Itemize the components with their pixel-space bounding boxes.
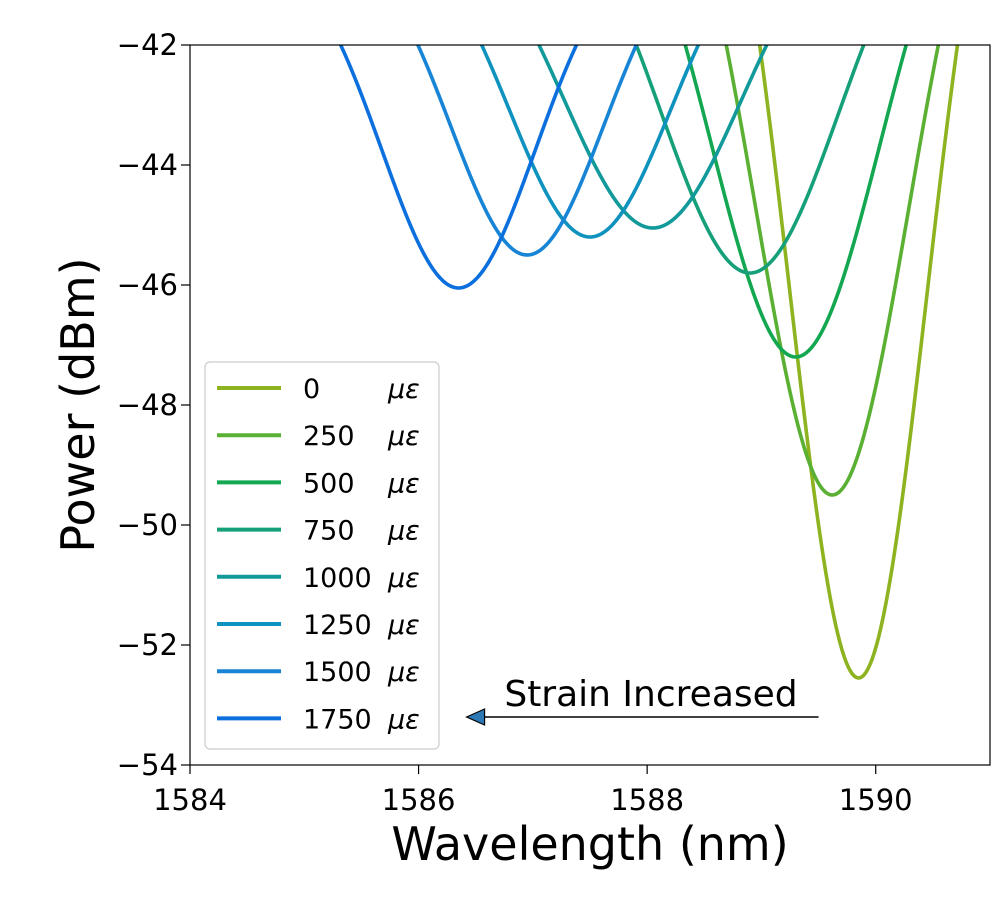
y-axis-title: Power (dBm): [51, 257, 105, 552]
y-tick-label: −50: [117, 508, 178, 542]
legend-unit: με: [387, 374, 420, 405]
series-line-1250: [479, 45, 701, 239]
series-layer: [338, 45, 960, 680]
series-line-750: [634, 45, 866, 275]
series-line-1500: [415, 45, 639, 257]
y-tick-label: −54: [117, 748, 178, 782]
x-axis: 1584 1586 1588 1590: [153, 765, 913, 817]
legend-unit: με: [387, 563, 420, 594]
legend: 0 με 250 με 500 με 750 με 1000 με 1250 με 1500 με 1750…: [204, 361, 440, 750]
x-tick-label: 1586: [382, 783, 456, 817]
annotation: Strain Increased: [465, 674, 819, 726]
x-axis-title: Wavelength (nm): [391, 817, 788, 871]
y-tick-label: −42: [117, 28, 178, 62]
x-tick-label: 1588: [610, 783, 684, 817]
x-tick-label: 1584: [153, 783, 227, 817]
legend-unit: με: [387, 421, 420, 452]
legend-unit: με: [387, 657, 420, 688]
series-line-1000: [537, 45, 769, 230]
annotation-text: Strain Increased: [504, 674, 797, 715]
legend-label: 500: [303, 468, 355, 499]
legend-label: 0: [303, 374, 320, 405]
legend-label: 250: [303, 421, 355, 452]
legend-unit: με: [387, 516, 420, 547]
legend-label: 1000: [303, 563, 372, 594]
legend-label: 1500: [303, 657, 372, 688]
y-tick-label: −46: [117, 268, 178, 302]
y-tick-label: −44: [117, 148, 178, 182]
legend-unit: με: [387, 468, 420, 499]
annotation-arrow-head: [465, 708, 486, 726]
x-tick-label: 1590: [839, 783, 913, 817]
series-line-250: [724, 45, 941, 497]
legend-label: 1250: [303, 610, 372, 641]
series-line-0: [757, 45, 960, 680]
legend-box: [204, 361, 440, 750]
y-tick-label: −52: [117, 628, 178, 662]
series-line-500: [683, 45, 909, 359]
legend-unit: με: [387, 610, 420, 641]
legend-label: 1750: [303, 704, 372, 735]
legend-unit: με: [387, 704, 420, 735]
legend-label: 750: [303, 516, 355, 547]
y-axis: −54 −52 −50 −48 −46 −44 −42: [117, 28, 190, 782]
y-tick-label: −48: [117, 388, 178, 422]
